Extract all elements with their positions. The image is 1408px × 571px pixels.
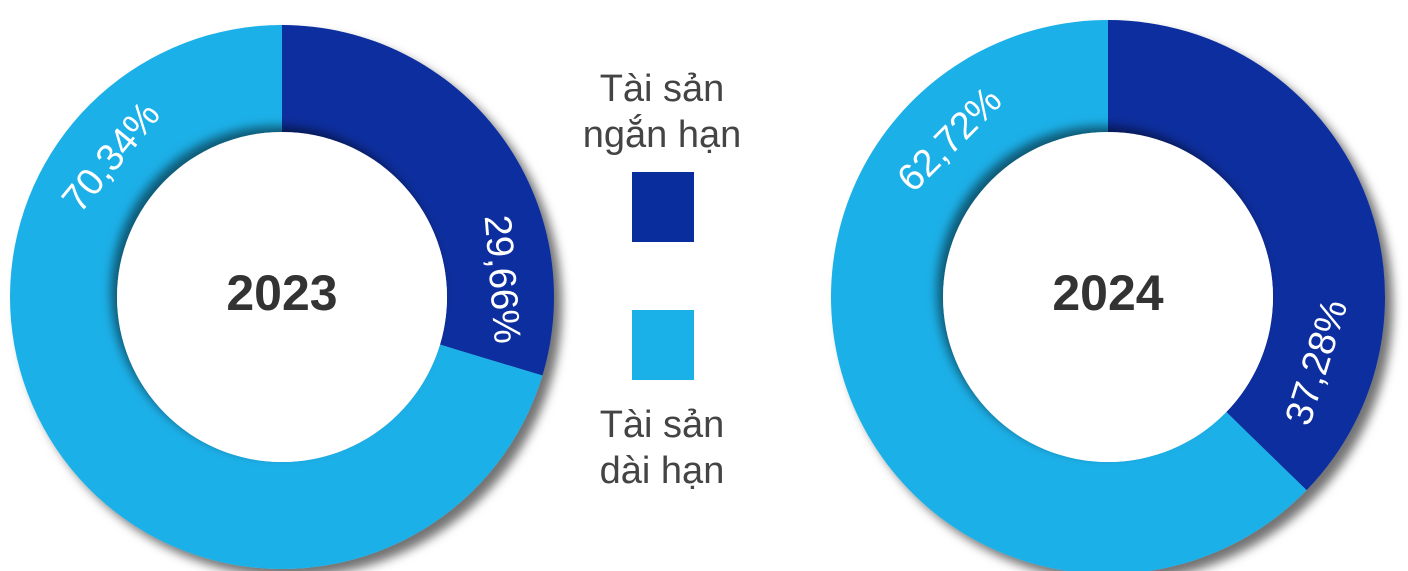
center-label: 2024 <box>1052 265 1163 321</box>
donut-segment <box>282 25 554 376</box>
donut-segment <box>10 25 543 570</box>
donut-hole-cover <box>118 133 446 461</box>
donut <box>831 20 1385 571</box>
donut <box>10 25 554 570</box>
donut-segment <box>831 20 1307 571</box>
legend-label: Tài sản dài hạn <box>599 404 725 492</box>
value-label: 29,66% <box>476 213 528 345</box>
legend-label: Tài sản ngắn hạn <box>582 68 742 156</box>
donut-hole-cover <box>944 133 1272 461</box>
donut-segment <box>1108 20 1385 491</box>
center-label: 2023 <box>226 265 337 321</box>
legend-swatch <box>632 172 694 242</box>
legend-swatch <box>632 310 694 380</box>
